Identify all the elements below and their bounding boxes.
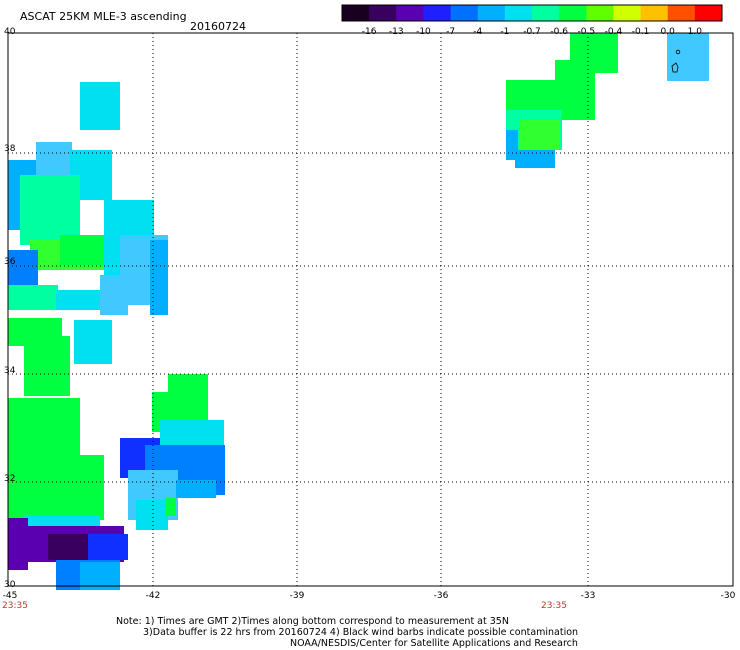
- swath-cell: [506, 80, 562, 110]
- swath-cell: [8, 518, 28, 570]
- wind-barb-markers: [671, 49, 681, 73]
- colorbar-swatch: [477, 5, 506, 21]
- lat-label-30: 30: [4, 580, 16, 590]
- colorbar-swatch: [559, 5, 587, 21]
- colorbar-swatch: [423, 5, 452, 21]
- colorbar-label: -0.7: [523, 27, 541, 37]
- colorbar-label: -0.5: [577, 27, 596, 37]
- lat-label-38: 38: [4, 144, 16, 154]
- lat-label-40: 40: [4, 27, 16, 37]
- lon-label-45: -45: [2, 591, 18, 601]
- colorbar-swatch: [504, 5, 533, 21]
- swath-cell: [150, 240, 168, 315]
- lon-label-30: -30: [720, 591, 736, 601]
- colorbar-swatch: [396, 5, 424, 21]
- colorbar-label: 1.0: [687, 27, 703, 37]
- swath-cell: [80, 562, 120, 590]
- grid-lines: [8, 33, 733, 586]
- lon-label-42: -42: [145, 591, 161, 601]
- footer-credit: NOAA/NESDIS/Center for Satellite Applica…: [290, 638, 578, 649]
- time-label-right: 23:35: [541, 601, 567, 611]
- map-title: ASCAT 25KM MLE-3 ascending: [20, 10, 187, 23]
- swath-cell: [60, 235, 105, 265]
- colorbar: [341, 4, 723, 22]
- swath-cell: [166, 498, 176, 516]
- swath-cell: [80, 82, 120, 130]
- colorbar-swatch: [613, 5, 642, 21]
- swath-cell: [74, 320, 112, 364]
- colorbar-swatch: [667, 5, 696, 21]
- colorbar-label: -0.6: [550, 27, 568, 37]
- colorbar-swatch: [450, 5, 479, 21]
- swath-cell: [100, 275, 128, 315]
- swath-cell: [24, 515, 100, 527]
- swath-cell: [20, 175, 80, 245]
- data-cells: [8, 33, 709, 590]
- swath-cell: [48, 534, 88, 560]
- colorbar-swatch: [369, 5, 397, 21]
- map-date: 20160724: [190, 20, 246, 33]
- colorbar-label: -4: [473, 27, 483, 37]
- barb-marker: [675, 49, 681, 55]
- colorbar-label: -0.4: [604, 27, 623, 37]
- swath-cell: [56, 290, 111, 310]
- colorbar-swatch: [640, 5, 669, 21]
- colorbar-label: -10: [416, 27, 431, 37]
- footer-note-2: 3)Data buffer is 22 hrs from 20160724 4)…: [143, 627, 579, 638]
- colorbar-label: -16: [361, 27, 377, 37]
- swath-cell: [78, 455, 104, 520]
- lat-label-32: 32: [4, 474, 16, 484]
- lon-label-33: -33: [580, 591, 596, 601]
- colorbar-label: 0.0: [660, 27, 675, 37]
- footer-note-1: Note: 1) Times are GMT 2)Times along bot…: [116, 616, 509, 627]
- colorbar-swatch: [694, 5, 723, 21]
- lat-label-36: 36: [4, 257, 16, 267]
- swath-cell: [8, 398, 80, 518]
- swath-cell: [24, 336, 70, 396]
- colorbar-label: -7: [446, 27, 456, 37]
- colorbar-label: -1: [500, 27, 510, 37]
- colorbar-swatch: [342, 5, 370, 21]
- plot-frame: [7, 32, 734, 587]
- swath-cell: [136, 500, 168, 530]
- swath-cell: [8, 285, 58, 310]
- lon-label-36: -36: [433, 591, 449, 601]
- swath-cell: [515, 150, 555, 168]
- time-label-left: 23:35: [2, 601, 28, 611]
- lat-label-34: 34: [4, 366, 16, 376]
- colorbar-label: -13: [388, 27, 404, 37]
- colorbar-swatch: [586, 5, 614, 21]
- colorbar-frame: [341, 4, 723, 22]
- swath-cell: [520, 120, 560, 150]
- swath-cell: [176, 480, 216, 498]
- lon-label-39: -39: [289, 591, 305, 601]
- colorbar-swatch: [532, 5, 560, 21]
- colorbar-label: -0.1: [631, 27, 650, 37]
- swath-cell: [667, 33, 709, 81]
- swath-cell: [88, 534, 128, 560]
- barb-marker: [671, 62, 679, 73]
